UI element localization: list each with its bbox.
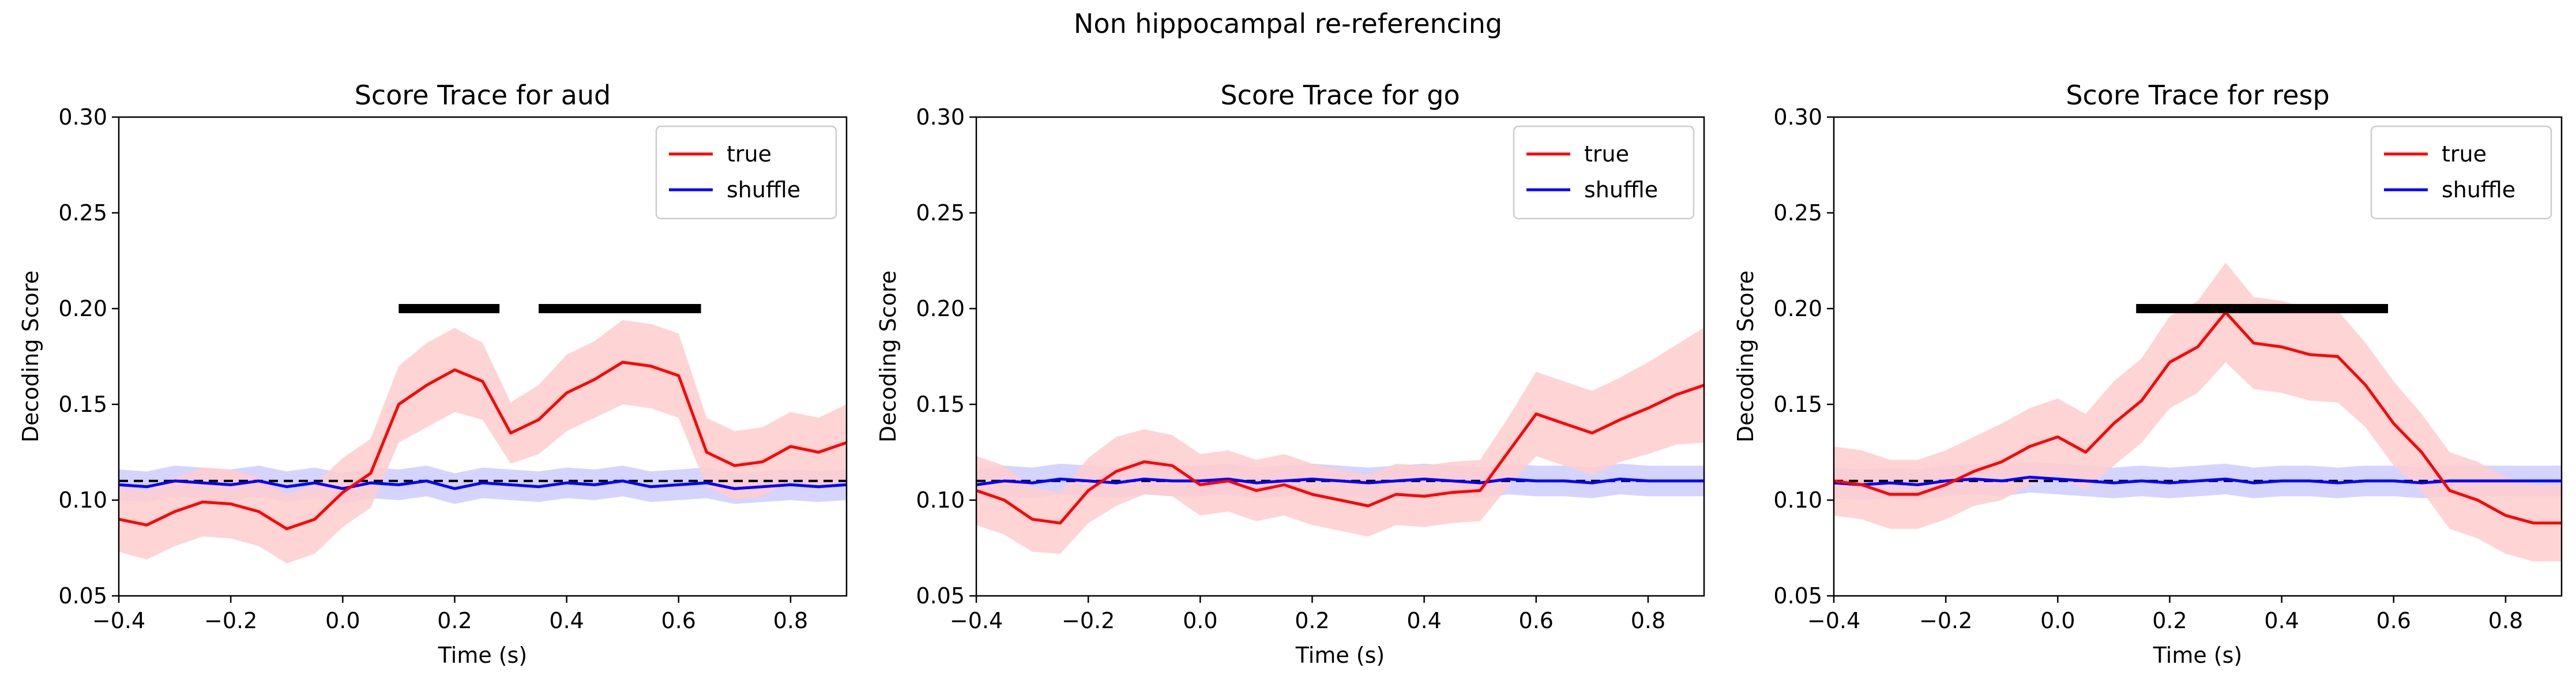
x-tick-label: 0.8	[773, 608, 808, 633]
x-tick-label: 0.0	[325, 608, 360, 633]
x-tick-label: 0.4	[2264, 608, 2299, 633]
legend-label-true: true	[1584, 141, 1629, 167]
y-tick-label: 0.15	[1773, 392, 1822, 417]
y-axis-label: Decoding Score	[1733, 271, 1758, 442]
axes-frame	[1833, 116, 2563, 597]
chart-title: Score Trace for resp	[2066, 80, 2329, 111]
series-line-shuffle	[119, 479, 847, 490]
chart-panel-2: −0.4 −0.2 0.0 0.2 0.4 0.6 0.8 0.05 0.10 0.15 0.20 0…	[875, 80, 1705, 668]
x-tick-label: 0.6	[1519, 608, 1554, 633]
x-tick-label: 0.6	[2376, 608, 2411, 633]
x-tick-label: −0.4	[950, 608, 1003, 633]
chart-title: Score Trace for go	[1220, 80, 1460, 111]
y-tick-label: 0.15	[916, 392, 965, 417]
y-tick-label: 0.10	[58, 487, 107, 513]
x-tick-label: 0.8	[1631, 608, 1665, 633]
y-tick-label: 0.30	[1773, 104, 1822, 130]
y-tick-label: 0.25	[1773, 200, 1822, 226]
y-tick-label: 0.25	[916, 200, 965, 226]
legend-box	[1513, 125, 1695, 220]
x-tick-label: 0.0	[1183, 608, 1217, 633]
legend-label-true: true	[727, 141, 772, 167]
y-tick-label: 0.05	[58, 583, 107, 609]
legend-label-shuffle: shuffle	[2442, 177, 2515, 202]
y-tick-label: 0.10	[1773, 487, 1822, 513]
y-tick-label: 0.20	[916, 296, 965, 321]
x-tick-label: 0.2	[1295, 608, 1329, 633]
legend-label-shuffle: shuffle	[1584, 177, 1658, 202]
legend: true shuffle	[1513, 125, 1695, 220]
band-true	[1834, 262, 2562, 562]
legend-label-shuffle: shuffle	[727, 177, 800, 202]
x-tick-label: 0.6	[661, 608, 696, 633]
y-tick-label: 0.30	[58, 104, 107, 130]
x-tick-label: −0.2	[1062, 608, 1115, 633]
y-axis-label: Decoding Score	[18, 271, 43, 442]
band-true	[119, 320, 847, 564]
y-tick-label: 0.05	[916, 583, 965, 609]
axes-frame	[118, 116, 848, 597]
x-tick-label: 0.2	[437, 608, 472, 633]
chart-panel-1: −0.4 −0.2 0.0 0.2 0.4 0.6 0.8 0.05 0.10 0.15 0.20 0…	[18, 80, 848, 668]
x-tick-label: 0.8	[2488, 608, 2523, 633]
x-tick-label: −0.4	[92, 608, 145, 633]
x-axis-label: Time (s)	[2153, 643, 2243, 668]
band-true	[976, 328, 1704, 554]
x-tick-label: −0.2	[1919, 608, 1972, 633]
chart-title: Score Trace for aud	[355, 80, 611, 111]
chart-panel-3: −0.4 −0.2 0.0 0.2 0.4 0.6 0.8 0.05 0.10 0.15 0.20 0…	[1733, 80, 2563, 668]
x-tick-label: 0.4	[1407, 608, 1441, 633]
legend-box	[655, 125, 837, 220]
x-tick-label: −0.2	[204, 608, 257, 633]
plot-area	[119, 304, 847, 564]
x-tick-label: 0.0	[2040, 608, 2075, 633]
y-axis-label: Decoding Score	[875, 271, 901, 442]
legend: true shuffle	[655, 125, 837, 220]
legend-box	[2370, 125, 2552, 220]
axes-frame	[975, 116, 1705, 597]
y-tick-label: 0.25	[58, 200, 107, 226]
x-tick-label: 0.2	[2152, 608, 2187, 633]
y-tick-label: 0.10	[916, 487, 965, 513]
figure-suptitle: Non hippocampal re-referencing	[1073, 8, 1503, 39]
plot-area	[976, 328, 1704, 554]
plot-area	[1834, 262, 2562, 562]
legend: true shuffle	[2370, 125, 2552, 220]
x-tick-label: −0.4	[1807, 608, 1860, 633]
y-tick-label: 0.30	[916, 104, 965, 130]
x-tick-label: 0.4	[549, 608, 584, 633]
series-line-true	[119, 361, 847, 531]
series-line-true	[1834, 311, 2562, 525]
y-tick-label: 0.05	[1773, 583, 1822, 609]
y-tick-label: 0.20	[58, 296, 107, 321]
series-line-true	[976, 384, 1704, 525]
y-tick-label: 0.20	[1773, 296, 1822, 321]
y-tick-label: 0.15	[58, 392, 107, 417]
x-axis-label: Time (s)	[438, 643, 528, 668]
series-line-shuffle	[976, 478, 1704, 486]
x-axis-label: Time (s)	[1295, 643, 1385, 668]
legend-label-true: true	[2442, 141, 2487, 167]
